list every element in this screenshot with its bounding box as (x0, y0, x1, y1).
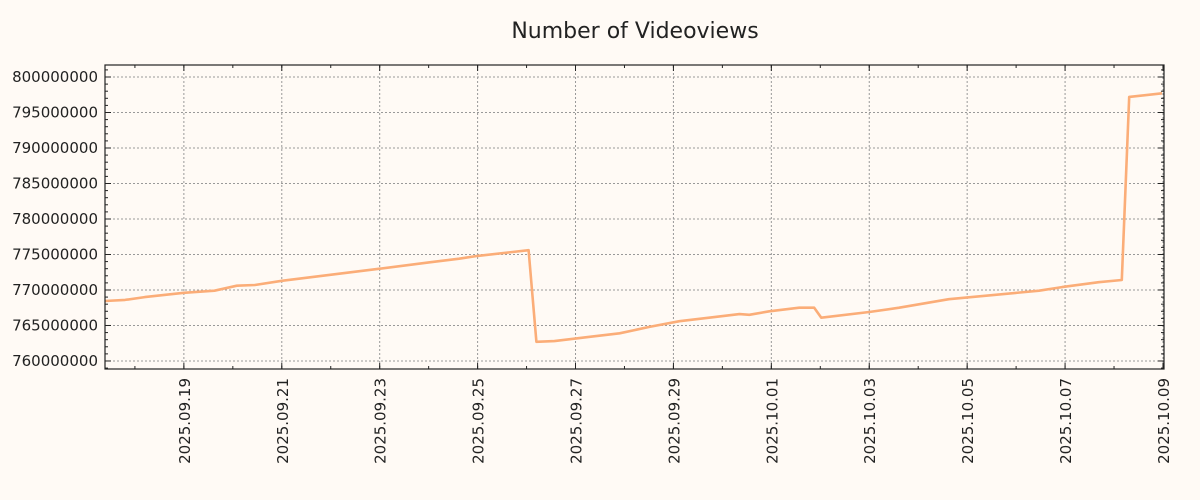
y-tick-label: 760000000 (12, 352, 98, 370)
x-tick-label: 2025.10.09 (1155, 378, 1173, 464)
axes: 760000000 765000000 770000000 775000000 7800… (12, 64, 1173, 464)
x-tick-label: 2025.09.21 (274, 378, 292, 464)
y-tick-label: 785000000 (12, 174, 98, 192)
grid (105, 65, 1164, 369)
y-tick-label: 765000000 (12, 316, 98, 334)
y-tick-label: 795000000 (12, 103, 98, 121)
y-tick-label: 780000000 (12, 210, 98, 228)
chart-title: Number of Videoviews (511, 19, 758, 44)
y-tick-label: 790000000 (12, 139, 98, 157)
x-tick-label: 2025.10.03 (861, 378, 879, 464)
x-tick-label: 2025.09.29 (665, 378, 683, 464)
x-tick-label: 2025.10.01 (763, 378, 781, 464)
y-tick-label: 770000000 (12, 281, 98, 299)
x-tick-label: 2025.09.27 (568, 378, 586, 464)
x-tick-label: 2025.10.07 (1057, 378, 1075, 464)
x-tick-label: 2025.09.19 (176, 378, 194, 464)
plot-frame (104, 64, 1165, 370)
y-tick-label: 775000000 (12, 245, 98, 263)
series-line-videoviews (104, 92, 1163, 344)
series-layer (104, 92, 1163, 344)
x-tick-label: 2025.10.05 (959, 378, 977, 464)
x-tick-label: 2025.09.25 (470, 378, 488, 464)
y-tick-label: 800000000 (12, 68, 98, 86)
x-tick-label: 2025.09.23 (372, 378, 390, 464)
